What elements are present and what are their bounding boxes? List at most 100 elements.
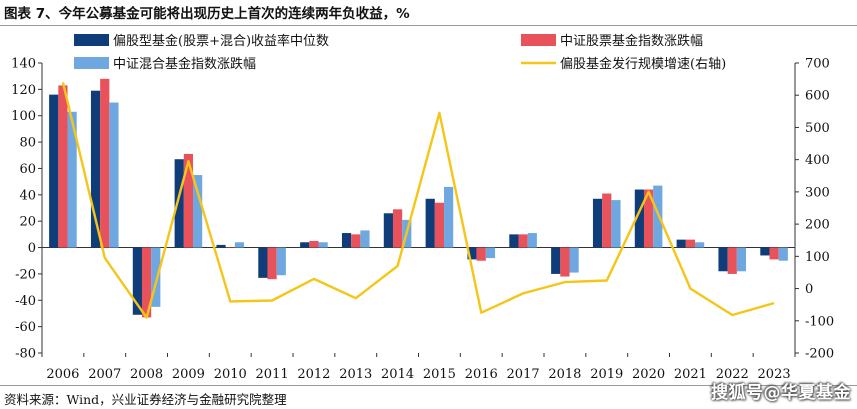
- bar-1-2015: [425, 198, 435, 248]
- bar-2-2023: [769, 247, 779, 260]
- x-tick-label: 2017: [507, 367, 540, 382]
- legend-swatch-2: [521, 34, 556, 46]
- bar-1-2009: [174, 159, 184, 248]
- y-tick-label-right: 700: [805, 57, 830, 72]
- bar-3-2009: [193, 175, 203, 248]
- y-tick-label-right: 600: [805, 89, 830, 104]
- y-tick-label-right: -200: [805, 347, 834, 362]
- bar-2-2014: [392, 209, 403, 248]
- bar-3-2007: [109, 102, 119, 248]
- bar-3-2021: [695, 242, 705, 248]
- y-tick-label-right: 0: [805, 282, 813, 297]
- bar-1-2011: [258, 247, 268, 278]
- bar-2-2015: [434, 202, 445, 248]
- x-tick-label: 2006: [46, 367, 79, 382]
- bar-1-2016: [467, 247, 477, 260]
- source-note: 资料来源：Wind，兴业证券经济与金融研究院整理: [4, 392, 287, 407]
- bar-1-2007: [90, 90, 101, 248]
- bar-1-2018: [551, 247, 561, 274]
- y-tick-label-right: 400: [805, 153, 830, 168]
- x-tick-label: 2023: [758, 367, 791, 382]
- bar-2-2013: [351, 234, 361, 248]
- bar-3-2020: [653, 185, 663, 248]
- x-tick-label: 2021: [674, 367, 707, 382]
- y-tick-label-left: 100: [11, 109, 36, 124]
- bar-1-2010: [216, 244, 226, 248]
- x-tick-label: 2022: [716, 367, 749, 382]
- y-tick-label-left: -80: [15, 347, 36, 362]
- bar-2-2020: [643, 189, 654, 248]
- bar-3-2012: [318, 242, 328, 248]
- bar-3-2010: [234, 242, 245, 248]
- y-tick-label-right: -100: [805, 314, 834, 329]
- x-tick-label: 2008: [130, 367, 163, 382]
- bar-2-2022: [727, 247, 737, 274]
- bar-2-2006: [58, 85, 68, 248]
- bar-2-2017: [518, 234, 528, 248]
- x-tick-label: 2012: [297, 367, 330, 382]
- bar-1-2017: [509, 234, 519, 248]
- x-tick-label: 2020: [632, 367, 665, 382]
- bar-1-2006: [49, 94, 59, 248]
- legend-label-4: 偏股基金发行规模增速(右轴): [560, 56, 726, 72]
- bar-1-2021: [676, 239, 686, 248]
- bar-2-2018: [560, 247, 570, 277]
- y-tick-label-right: 100: [805, 250, 830, 265]
- x-tick-label: 2011: [256, 367, 289, 382]
- x-tick-label: 2019: [590, 367, 623, 382]
- bar-2-2008: [141, 247, 152, 318]
- bar-2-2016: [476, 247, 486, 261]
- legend-label-2: 中证股票基金指数涨跌幅: [560, 33, 703, 49]
- legend-label-1: 偏股型基金(股票+混合)收益率中位数: [113, 33, 329, 49]
- legend-swatch-1: [74, 34, 109, 46]
- bar-2-2011: [267, 247, 277, 280]
- legend-swatch-3: [74, 57, 109, 69]
- bar-3-2016: [485, 247, 496, 259]
- bar-3-2019: [611, 200, 621, 248]
- y-tick-label-left: 80: [19, 136, 36, 151]
- bar-1-2008: [132, 247, 142, 315]
- bar-2-2021: [685, 239, 696, 248]
- bars-group: [49, 78, 788, 318]
- bar-3-2006: [67, 111, 77, 248]
- y-tick-label-right: 500: [805, 121, 830, 136]
- bar-2-2019: [602, 193, 612, 248]
- bar-1-2020: [634, 189, 644, 248]
- bar-1-2019: [592, 198, 603, 248]
- bar-3-2023: [778, 247, 788, 261]
- bar-3-2018: [569, 247, 579, 273]
- footer-divider: [0, 385, 857, 386]
- y-tick-label-left: 60: [19, 162, 36, 177]
- x-tick-label: 2014: [381, 367, 414, 382]
- bar-2-2009: [183, 153, 194, 248]
- y-tick-label-right: 300: [805, 185, 830, 200]
- y-tick-label-left: 140: [11, 57, 36, 72]
- legend-label-3: 中证混合基金指数涨跌幅: [113, 56, 256, 72]
- chart-title: 图表 7、今年公募基金可能将出现历史上首次的连续两年负收益，%: [4, 6, 410, 22]
- y-tick-label-left: 40: [19, 188, 36, 203]
- bar-1-2013: [341, 233, 352, 248]
- legend: 偏股型基金(股票+混合)收益率中位数 中证股票基金指数涨跌幅中证混合基金指数涨跌幅…: [74, 33, 726, 72]
- bar-3-2013: [360, 230, 370, 248]
- bar-3-2015: [444, 186, 454, 248]
- chart-area: -80-60-40-20020406080100120140-200-10001…: [11, 33, 834, 382]
- x-tick-label: 2018: [548, 367, 581, 382]
- bar-1-2012: [300, 242, 310, 248]
- y-tick-label-left: 0: [28, 241, 36, 256]
- y-tick-label-left: -40: [15, 294, 36, 309]
- title-divider: [0, 25, 857, 26]
- x-tick-label: 2016: [465, 367, 498, 382]
- bar-2-2010: [225, 247, 235, 249]
- x-tick-label: 2015: [423, 367, 456, 382]
- y-tick-label-left: -60: [15, 320, 36, 335]
- x-tick-label: 2009: [172, 367, 205, 382]
- bar-1-2022: [718, 247, 728, 272]
- y-tick-label-left: -20: [15, 267, 36, 282]
- x-tick-label: 2010: [214, 367, 247, 382]
- bar-3-2017: [527, 233, 537, 248]
- bar-1-2014: [383, 213, 393, 248]
- line-series-growth: [61, 82, 775, 319]
- y-tick-label-left: 120: [11, 83, 36, 98]
- bar-3-2008: [151, 247, 161, 307]
- bar-3-2011: [276, 247, 286, 276]
